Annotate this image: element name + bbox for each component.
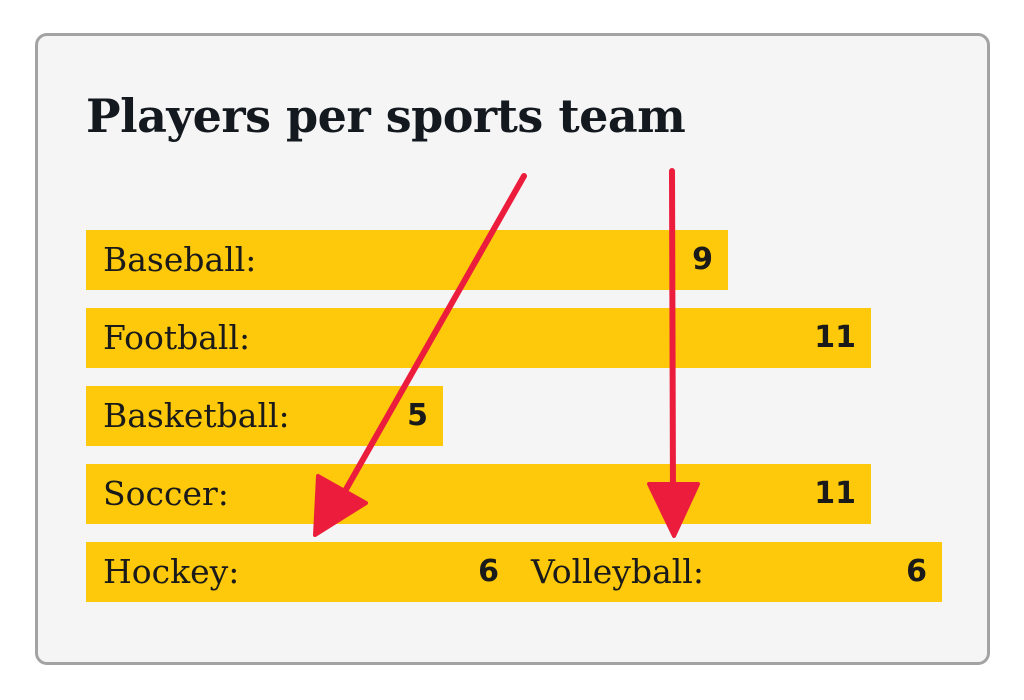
- chart-title: Players per sports team: [86, 89, 686, 143]
- bar-label-soccer: Soccer:: [103, 474, 229, 513]
- bar-value-volleyball: 6: [906, 554, 927, 589]
- bar-value-football: 11: [814, 320, 856, 355]
- bar-label-football: Football:: [103, 318, 251, 357]
- bar-label-basketball: Basketball:: [103, 396, 290, 435]
- bar-label-baseball: Baseball:: [103, 240, 257, 279]
- bar-baseball: Baseball: 9: [86, 230, 728, 290]
- bar-hockey: Hockey: 6: [86, 542, 514, 602]
- bar-football: Football: 11: [86, 308, 871, 368]
- bar-value-baseball: 9: [692, 242, 713, 277]
- bar-basketball: Basketball: 5: [86, 386, 443, 446]
- bar-value-hockey: 6: [478, 554, 499, 589]
- bar-label-volleyball: Volleyball:: [531, 552, 704, 591]
- bar-label-hockey: Hockey:: [103, 552, 240, 591]
- bar-value-soccer: 11: [814, 476, 856, 511]
- bar-value-basketball: 5: [407, 398, 428, 433]
- bar-volleyball: Volleyball: 6: [514, 542, 942, 602]
- bar-soccer: Soccer: 11: [86, 464, 871, 524]
